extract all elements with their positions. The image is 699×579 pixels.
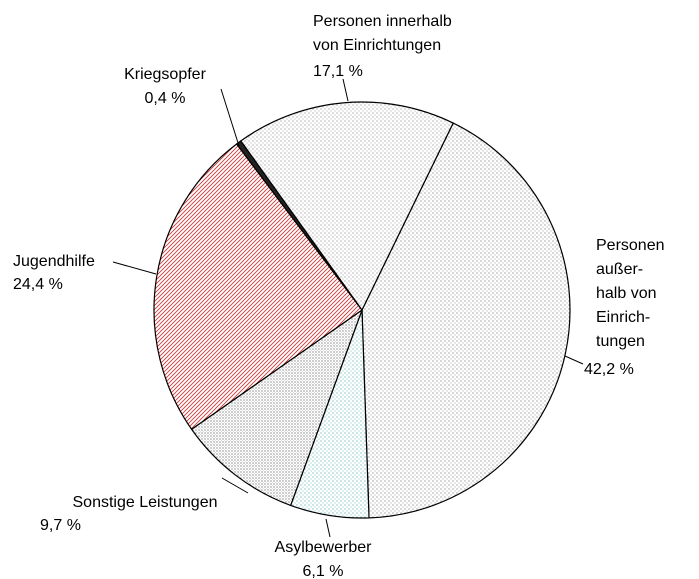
value-label: 0,4 % bbox=[145, 90, 186, 107]
leader-line bbox=[325, 518, 331, 538]
leader-lines bbox=[112, 78, 584, 538]
slice-label: Sonstige Leistungen bbox=[73, 494, 218, 511]
slice-label: Personen innerhalb bbox=[313, 13, 452, 30]
value-label: 9,7 % bbox=[40, 517, 81, 534]
slice-label: außer- bbox=[596, 261, 643, 278]
value-label: 17,1 % bbox=[313, 63, 363, 80]
pie-slice bbox=[240, 101, 454, 312]
leader-line bbox=[112, 261, 157, 275]
value-label: 42,2 % bbox=[584, 361, 634, 378]
value-label: 24,4 % bbox=[13, 276, 63, 293]
leader-line bbox=[221, 477, 249, 494]
slice-label: halb von bbox=[596, 285, 657, 302]
slice-label: tungen bbox=[596, 333, 645, 350]
slice-label: Jugendhilfe bbox=[13, 253, 95, 270]
leader-line bbox=[342, 78, 349, 102]
pie-slice bbox=[190, 308, 364, 507]
leader-line bbox=[220, 88, 240, 147]
slice-label: Asylbewerber bbox=[275, 539, 373, 556]
pie bbox=[153, 101, 571, 519]
value-label: 6,1 % bbox=[303, 563, 344, 579]
slice-label: Kriegsopfer bbox=[124, 66, 206, 83]
pie-slice bbox=[153, 143, 363, 431]
pie-slice bbox=[361, 122, 571, 519]
slice-label: von Einrichtungen bbox=[313, 37, 441, 54]
leader-line bbox=[564, 355, 584, 365]
slice-label: Einrich- bbox=[596, 309, 650, 326]
slice-label: Personen bbox=[596, 237, 665, 254]
